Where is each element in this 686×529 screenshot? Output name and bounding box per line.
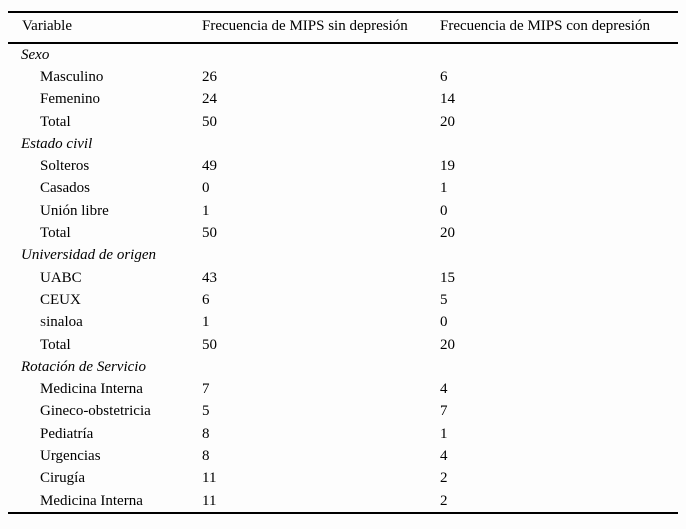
value-sin-depresion: 26: [202, 68, 217, 85]
value-con-depresion: 7: [440, 403, 448, 420]
value-con-depresion: 2: [440, 492, 448, 509]
row-label: Unión libre: [40, 202, 109, 219]
column-header-con-depresion: Frecuencia de MIPS con depresión: [440, 12, 678, 44]
frequency-table: Variable Frecuencia de MIPS sin depresió…: [8, 11, 678, 515]
row-label: Medicina Interna: [40, 492, 143, 509]
table-row: Femenino 24 14: [8, 89, 678, 111]
table-row: Total 50 20: [8, 111, 678, 133]
row-label: UABC: [40, 269, 82, 286]
value-sin-depresion: 49: [202, 158, 217, 175]
value-con-depresion: 19: [440, 158, 455, 175]
table-header: Variable Frecuencia de MIPS sin depresió…: [8, 12, 678, 44]
table-row: Unión libre 1 0: [8, 200, 678, 222]
row-label: Casados: [40, 180, 90, 197]
value-con-depresion: 0: [440, 314, 448, 331]
row-label: Pediatría: [40, 425, 94, 442]
value-sin-depresion: 11: [202, 470, 217, 487]
table-row: Pediatría 8 1: [8, 423, 678, 445]
row-label: Total: [40, 336, 71, 353]
value-con-depresion: 1: [440, 425, 448, 442]
value-sin-depresion: 1: [202, 202, 210, 219]
value-sin-depresion: 5: [202, 403, 210, 420]
header-row: Variable Frecuencia de MIPS sin depresió…: [8, 12, 678, 44]
table-row: Gineco-obstetricia 5 7: [8, 401, 678, 423]
value-con-depresion: 20: [440, 336, 455, 353]
value-con-depresion: 2: [440, 470, 448, 487]
value-sin-depresion: 7: [202, 381, 210, 398]
table-row: Masculino 26 6: [8, 66, 678, 88]
value-sin-depresion: 43: [202, 269, 217, 286]
value-con-depresion: 20: [440, 113, 455, 130]
row-label: Masculino: [40, 68, 104, 85]
table-row: Solteros 49 19: [8, 155, 678, 177]
table-body: Sexo Masculino 26 6 Femenino 24 14 Total 50 20 Est…: [8, 43, 678, 513]
value-con-depresion: 20: [440, 225, 455, 242]
row-label: Sinaloa: [40, 314, 83, 331]
value-sin-depresion: 8: [202, 425, 210, 442]
section-title-row: Estado civil: [8, 133, 678, 155]
table-row: Sinaloa 1 0: [8, 312, 678, 334]
row-label: Total: [40, 225, 71, 242]
row-label: Cirugía: [40, 470, 85, 487]
table-row: Medicina Interna 7 4: [8, 378, 678, 400]
value-sin-depresion: 1: [202, 314, 210, 331]
row-label: Total: [40, 113, 71, 130]
table-row: Casados 0 1: [8, 178, 678, 200]
value-con-depresion: 5: [440, 291, 448, 308]
value-con-depresion: 4: [440, 447, 448, 464]
value-con-depresion: 14: [440, 91, 455, 108]
section-title: Universidad de origen: [21, 247, 156, 264]
row-label: CEUX: [40, 291, 81, 308]
row-label: Medicina Interna: [40, 381, 143, 398]
table-row: Total 50 20: [8, 222, 678, 244]
table-row: Cirugía 11 2: [8, 468, 678, 490]
value-con-depresion: 15: [440, 269, 455, 286]
table-row: UABC 43 15: [8, 267, 678, 289]
section-title: Sexo: [21, 46, 50, 63]
row-label: Gineco-obstetricia: [40, 403, 151, 420]
column-header-sin-depresion: Frecuencia de MIPS sin depresión: [202, 12, 440, 44]
row-label: Femenino: [40, 91, 100, 108]
value-sin-depresion: 24: [202, 91, 217, 108]
section-title: Rotación de Servicio: [21, 358, 146, 375]
value-sin-depresion: 11: [202, 492, 217, 509]
value-con-depresion: 0: [440, 202, 448, 219]
section-title-row: Sexo: [8, 43, 678, 66]
value-sin-depresion: 8: [202, 447, 210, 464]
value-con-depresion: 1: [440, 180, 448, 197]
value-sin-depresion: 50: [202, 113, 217, 130]
table-row: CEUX 6 5: [8, 289, 678, 311]
value-sin-depresion: 6: [202, 291, 210, 308]
value-con-depresion: 4: [440, 381, 448, 398]
section-title-row: Rotación de Servicio: [8, 356, 678, 378]
column-header-variable: Variable: [8, 12, 202, 44]
section-title: Estado civil: [21, 135, 93, 152]
row-label: Solteros: [40, 158, 90, 175]
table-row: Medicina Interna 11 2: [8, 490, 678, 513]
value-con-depresion: 6: [440, 68, 448, 85]
value-sin-depresion: 50: [202, 225, 217, 242]
row-label: Urgencias: [40, 447, 101, 464]
section-title-row: Universidad de origen: [8, 245, 678, 267]
table-row: Urgencias 8 4: [8, 445, 678, 467]
value-sin-depresion: 50: [202, 336, 217, 353]
table-row: Total 50 20: [8, 334, 678, 356]
value-sin-depresion: 0: [202, 180, 210, 197]
